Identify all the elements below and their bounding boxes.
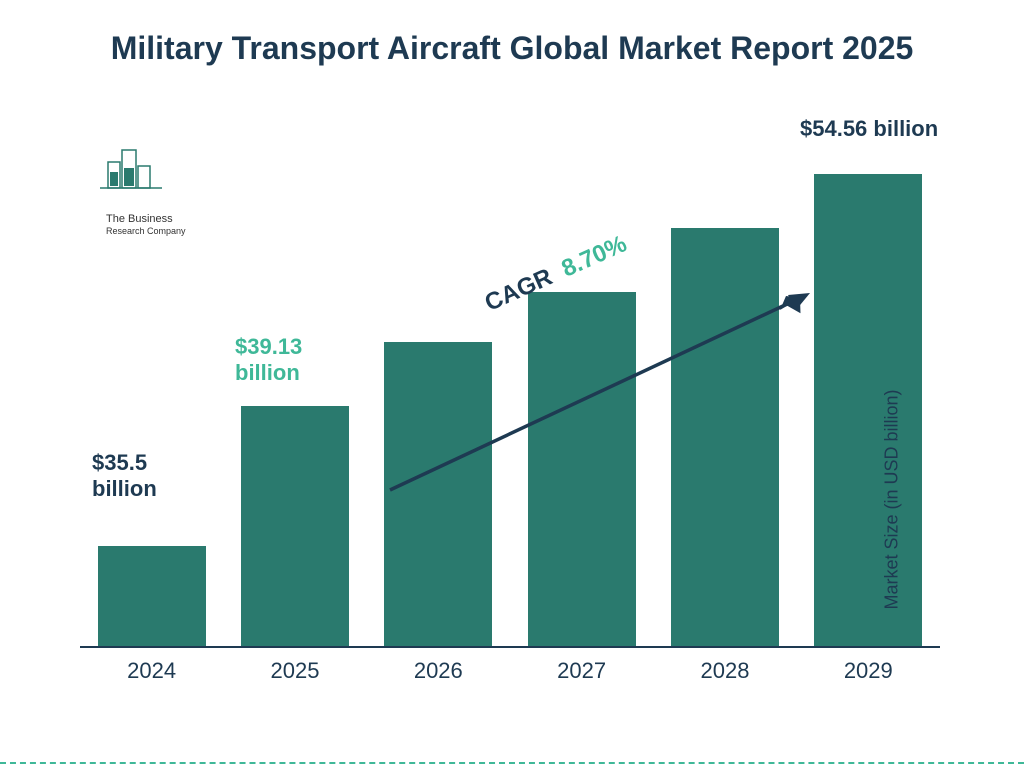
bar-2029 [814, 174, 922, 646]
bars-container [80, 166, 940, 646]
bar-2026 [384, 342, 492, 646]
x-axis-labels: 2024 2025 2026 2027 2028 2029 [80, 658, 940, 684]
chart-title: Military Transport Aircraft Global Marke… [0, 0, 1024, 68]
bar-2027 [528, 292, 636, 646]
bottom-dashed-line [0, 762, 1024, 764]
value-label-2029: $54.56 billion [800, 116, 938, 142]
x-axis [80, 646, 940, 648]
bar-2024 [98, 546, 206, 646]
bar-chart: 2024 2025 2026 2027 2028 2029 $35.5billi… [80, 130, 940, 690]
value-label-2024: $35.5billion [92, 450, 157, 503]
bar-2025 [241, 406, 349, 646]
value-label-2025: $39.13billion [235, 334, 302, 387]
x-label-5: 2029 [809, 658, 927, 684]
x-label-3: 2027 [523, 658, 641, 684]
bar-2028 [671, 228, 779, 646]
x-label-0: 2024 [93, 658, 211, 684]
x-label-2: 2026 [379, 658, 497, 684]
x-label-1: 2025 [236, 658, 354, 684]
y-axis-label: Market Size (in USD billion) [881, 389, 902, 609]
x-label-4: 2028 [666, 658, 784, 684]
